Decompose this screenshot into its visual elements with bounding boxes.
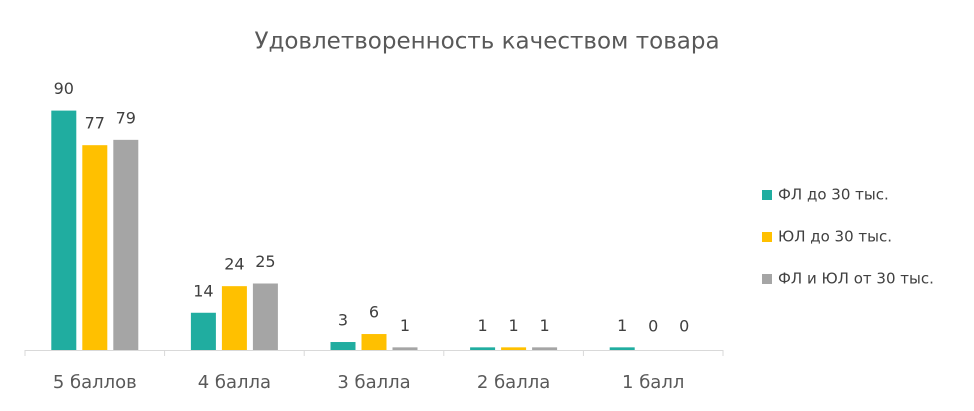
legend-label: ЮЛ до 30 тыс. — [778, 228, 892, 246]
x-tick-label: 2 балла — [477, 372, 550, 393]
data-label: 6 — [369, 303, 379, 322]
data-label: 1 — [478, 316, 488, 335]
data-label: 1 — [509, 316, 519, 335]
data-label: 14 — [193, 281, 213, 300]
bar — [470, 347, 496, 350]
data-label: 24 — [224, 255, 244, 274]
data-label: 0 — [679, 317, 689, 336]
bar — [252, 283, 278, 350]
bar — [532, 347, 558, 350]
bar — [82, 145, 108, 350]
x-tick-label: 4 балла — [198, 372, 271, 393]
data-label: 3 — [338, 311, 348, 330]
bar — [392, 347, 418, 350]
bar — [51, 110, 77, 350]
legend-label: ФЛ и ЮЛ от 30 тыс. — [778, 270, 934, 288]
data-label: 1 — [617, 316, 627, 335]
legend-swatch — [762, 274, 772, 284]
chart-title: Удовлетворенность качеством товара — [254, 29, 719, 55]
bar — [330, 342, 356, 350]
data-label: 0 — [648, 317, 658, 336]
x-tick-label: 3 балла — [337, 372, 410, 393]
legend-swatch — [762, 190, 772, 200]
data-label: 79 — [116, 108, 136, 127]
x-tick-label: 5 баллов — [53, 372, 137, 393]
bar — [221, 286, 247, 350]
data-label: 1 — [400, 316, 410, 335]
bar — [609, 347, 635, 350]
data-label: 25 — [255, 252, 275, 271]
bar — [501, 347, 527, 350]
legend-swatch — [762, 232, 772, 242]
bar — [190, 312, 216, 350]
bar — [113, 139, 139, 350]
bar — [361, 334, 387, 350]
data-label: 1 — [540, 316, 550, 335]
data-label: 90 — [54, 79, 74, 98]
x-tick-label: 1 балл — [622, 372, 684, 393]
legend-label: ФЛ до 30 тыс. — [778, 186, 889, 204]
data-label: 77 — [85, 114, 105, 133]
